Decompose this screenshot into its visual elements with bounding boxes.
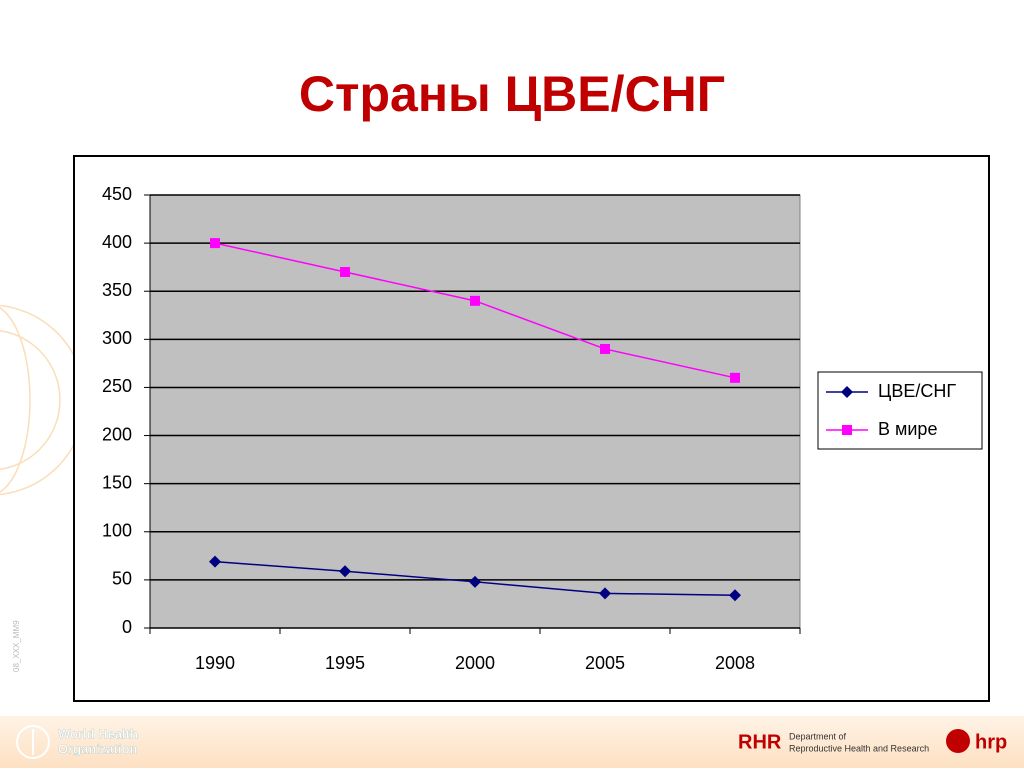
marker <box>210 238 220 249</box>
y-tick-label: 0 <box>122 617 132 637</box>
y-tick-label: 400 <box>102 232 132 252</box>
y-tick-label: 50 <box>112 569 132 589</box>
rhr-logo: RHR <box>738 731 782 753</box>
legend <box>817 371 983 450</box>
background-decoration <box>0 304 86 496</box>
x-tick-label: 2000 <box>455 653 495 673</box>
slide-code: 08_XXX_MM9 <box>12 620 21 672</box>
x-tick-label: 1995 <box>325 653 365 673</box>
footer-band <box>0 716 1024 768</box>
marker <box>600 343 610 354</box>
marker <box>469 575 481 588</box>
y-tick-label: 150 <box>102 472 132 492</box>
legend-marker <box>842 425 852 435</box>
x-tick-label: 2005 <box>585 653 625 673</box>
y-tick-label: 450 <box>102 184 132 204</box>
marker <box>599 587 611 600</box>
marker <box>340 266 350 277</box>
legend-label: В мире <box>878 419 937 439</box>
y-tick-label: 200 <box>102 424 132 444</box>
who-logo <box>16 725 50 759</box>
plot-area <box>149 194 801 629</box>
hrp-logo <box>946 729 970 753</box>
y-tick-label: 300 <box>102 328 132 348</box>
legend-marker <box>841 386 853 398</box>
x-tick-label: 1990 <box>195 653 235 673</box>
marker <box>339 565 351 578</box>
y-tick-label: 100 <box>102 521 132 541</box>
department-name: Department of <box>789 731 847 741</box>
x-tick-label: 2008 <box>715 653 755 673</box>
hrp-name: hrp <box>975 731 1007 753</box>
who-name: Organization <box>58 741 138 756</box>
y-tick-label: 250 <box>102 376 132 396</box>
y-tick-label: 350 <box>102 280 132 300</box>
marker <box>209 555 221 568</box>
marker <box>470 295 480 306</box>
who-name: World Health <box>58 726 138 741</box>
marker <box>729 589 741 602</box>
marker <box>730 372 740 383</box>
legend-label: ЦВЕ/СНГ <box>878 381 956 401</box>
slide-title: Страны ЦВЕ/СНГ <box>299 66 725 122</box>
department-name: Reproductive Health and Research <box>789 743 929 753</box>
